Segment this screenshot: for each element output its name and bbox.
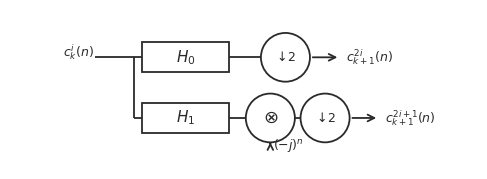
Ellipse shape xyxy=(246,94,295,142)
Ellipse shape xyxy=(261,33,310,82)
Text: $(-j)^n$: $(-j)^n$ xyxy=(273,137,304,154)
FancyBboxPatch shape xyxy=(142,103,229,133)
FancyBboxPatch shape xyxy=(142,42,229,72)
Text: $c_{k+1}^{2i+1}(n)$: $c_{k+1}^{2i+1}(n)$ xyxy=(385,108,435,128)
Text: $\downarrow\!2$: $\downarrow\!2$ xyxy=(314,111,336,125)
Text: $c_k^i(n)$: $c_k^i(n)$ xyxy=(63,42,94,62)
Text: $\downarrow\!2$: $\downarrow\!2$ xyxy=(275,50,297,64)
Text: $H_1$: $H_1$ xyxy=(176,109,195,127)
Text: $H_0$: $H_0$ xyxy=(176,48,195,67)
Text: $\otimes$: $\otimes$ xyxy=(262,109,278,127)
Ellipse shape xyxy=(300,94,350,142)
Text: $c_{k+1}^{2i}(n)$: $c_{k+1}^{2i}(n)$ xyxy=(346,48,393,67)
